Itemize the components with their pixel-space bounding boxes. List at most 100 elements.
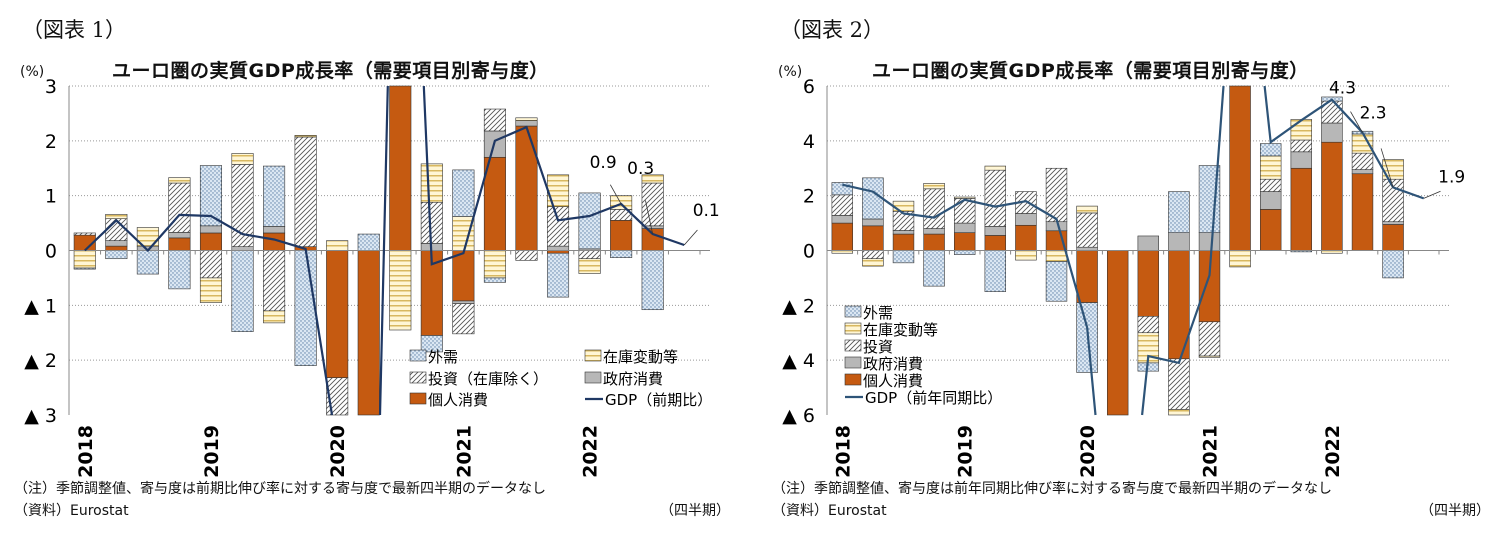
x-year-label: 2019 — [955, 425, 977, 478]
source-1: （資料）Eurostat — [14, 503, 129, 519]
y-tick-label: ▲ 6 — [782, 405, 815, 427]
bar-external-2018Q2 — [862, 177, 884, 220]
bar-private-2021Q2 — [1229, 85, 1251, 251]
bar-private-2022Q2 — [610, 220, 633, 251]
bar-external-2019Q4 — [1045, 261, 1068, 302]
x-year-label: 2022 — [580, 425, 602, 478]
bar-external-2019Q2 — [984, 250, 1007, 292]
bar-government-2021Q3 — [1259, 191, 1282, 210]
bar-investment-2018Q4 — [923, 188, 945, 229]
y-tick-label: 2 — [803, 186, 815, 208]
bar-inventory-2021Q2 — [483, 250, 506, 279]
bar-inventory-2020Q4 — [420, 163, 443, 203]
bar-external-2018Q4 — [923, 250, 945, 287]
bar-private-2021Q1 — [452, 250, 475, 302]
bar-private-2020Q3 — [1137, 250, 1160, 317]
gdp-data-label: 4.3 — [1329, 79, 1356, 99]
y-tick-label: 4 — [803, 131, 815, 153]
bar-private-2020Q3 — [389, 85, 412, 251]
bar-government-2022Q1 — [1321, 122, 1343, 143]
bar-private-2022Q3 — [641, 228, 664, 251]
bar-government-2019Q2 — [231, 246, 254, 251]
x-year-label: 2020 — [1077, 425, 1099, 478]
gdp-data-label: 0.1 — [693, 201, 720, 221]
bar-inventory-2018Q1 — [73, 250, 96, 269]
bar-government-2022Q2 — [1351, 169, 1374, 175]
data-label-leader — [609, 184, 622, 205]
y-tick-label: ▲ 2 — [24, 350, 57, 372]
y-tick-label: 3 — [45, 76, 57, 98]
bar-inventory-2021Q4 — [1290, 119, 1313, 141]
x-year-label: 2019 — [201, 425, 223, 478]
y-unit-1: (%) — [20, 64, 45, 80]
bar-private-2022Q1 — [1321, 141, 1343, 251]
chart-2: 6 4 2 0 ▲ 2 ▲ 4 ▲ 6 2018 2019 2020 2021 2022 4.32.3 1… — [782, 76, 1465, 478]
bar-investment-2021Q3 — [515, 250, 538, 261]
y-tick-label: 0 — [45, 241, 57, 263]
legend-investment: 投資 — [863, 338, 893, 356]
bar-government-2018Q2 — [105, 240, 128, 247]
bar-investment-2020Q1 — [1076, 212, 1098, 248]
bar-investment-2021Q1 — [1198, 321, 1221, 357]
x-year-label: 2021 — [1200, 425, 1222, 478]
gdp-line — [84, 85, 685, 416]
bar-government-2018Q2 — [862, 218, 884, 227]
bar-inventory-2021Q1 — [1198, 355, 1221, 358]
bar-inventory-2020Q1 — [326, 240, 349, 251]
bar-private-2021Q3 — [515, 125, 538, 251]
bar-government-2018Q3 — [892, 230, 915, 235]
bar-investment-2022Q3 — [641, 182, 664, 227]
bar-investment-2021Q2 — [483, 108, 506, 132]
bar-investment-2021Q1 — [452, 303, 475, 335]
legend-swatch-government — [844, 356, 862, 369]
legend-external: 外需 — [863, 304, 893, 322]
legend-private: 個人消費 — [863, 372, 923, 390]
data-label-leader — [1380, 148, 1394, 188]
data-label-leader — [1350, 111, 1363, 133]
bar-external-2020Q4 — [1168, 191, 1190, 233]
y-unit-2: (%) — [778, 64, 803, 80]
bar-inventory-2021Q1 — [452, 216, 475, 251]
bar-inventory-2020Q3 — [389, 250, 412, 331]
legend-swatch-investment — [844, 339, 862, 352]
legend-private: 個人消費 — [428, 391, 488, 409]
x-year-label: 2022 — [1322, 425, 1344, 478]
y-tick-label: 1 — [45, 186, 57, 208]
legend-swatch-private — [844, 373, 862, 386]
bar-inventory-2019Q2 — [231, 153, 254, 165]
bar-private-2021Q4 — [1290, 167, 1313, 251]
legend-gdp: GDP（前期比） — [605, 391, 712, 409]
bar-private-2018Q2 — [862, 225, 884, 251]
bar-external-2019Q1 — [953, 250, 976, 255]
chart-title-1: ユーロ圏の実質GDP成長率（需要項目別寄与度） — [112, 60, 549, 82]
bar-external-2019Q1 — [199, 165, 223, 227]
legend-inventory: 在庫変動等 — [603, 348, 678, 366]
bar-private-2019Q1 — [199, 232, 223, 251]
bar-private-2019Q3 — [1015, 224, 1037, 251]
bar-inventory-2019Q3 — [263, 310, 286, 324]
gdp-data-label: 1.9 — [1438, 167, 1465, 187]
bar-inventory-2018Q3 — [892, 200, 915, 212]
bar-government-2019Q2 — [984, 226, 1007, 236]
bar-inventory-2019Q3 — [1015, 250, 1037, 261]
bar-government-2019Q1 — [953, 222, 976, 233]
bar-government-2018Q4 — [923, 228, 945, 235]
bar-inventory-2019Q4 — [294, 135, 317, 138]
bar-inventory-2022Q3 — [641, 174, 664, 184]
y-tick-label: ▲ 1 — [24, 295, 57, 317]
bar-external-2022Q1 — [578, 192, 601, 250]
x-year-label: 2018 — [75, 425, 97, 478]
bar-inventory-2018Q4 — [168, 177, 191, 184]
bar-inventory-2020Q4 — [1168, 409, 1190, 416]
bar-government-2021Q1 — [1198, 232, 1221, 251]
bar-investment-2018Q1 — [73, 232, 96, 236]
bar-external-2020Q2 — [357, 233, 380, 251]
bar-inventory-2018Q4 — [923, 183, 945, 190]
bar-government-2021Q3 — [515, 120, 538, 127]
figure-label-2: （図表 2） — [780, 18, 885, 42]
bar-external-2018Q1 — [73, 267, 96, 270]
bar-investment-2018Q1 — [831, 194, 854, 216]
bar-external-2019Q4 — [294, 250, 317, 366]
note-1: （注）季節調整値、寄与度は前期比伸び率に対する寄与度で最新四半期のデータなし — [14, 481, 546, 497]
legend-swatch-private — [409, 392, 427, 405]
